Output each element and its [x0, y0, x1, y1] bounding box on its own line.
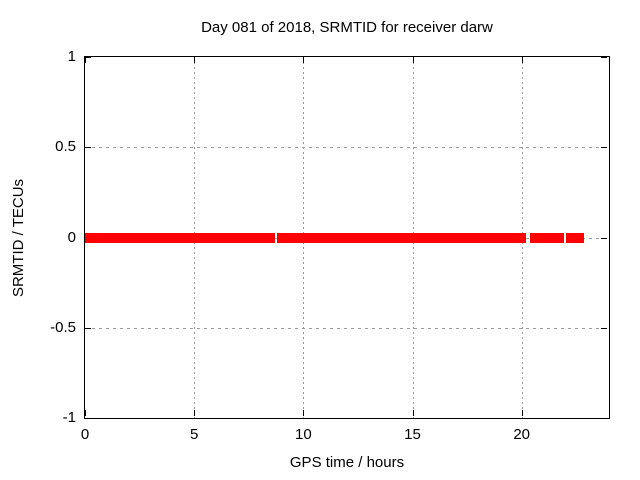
y-tick-label: 1 [67, 48, 76, 65]
data-segment [277, 233, 526, 243]
plot-title: Day 081 of 2018, SRMTID for receiver dar… [201, 19, 493, 36]
x-tick-label: 15 [404, 426, 421, 443]
y-tick-mark [85, 57, 91, 58]
y-tick-mark-right [601, 238, 607, 239]
y-tick-mark [85, 147, 91, 148]
x-tick-mark-top [194, 57, 195, 63]
x-tick-label: 20 [513, 426, 530, 443]
y-tick-label: 0 [67, 228, 76, 246]
x-tick-mark [522, 410, 523, 416]
x-tick-mark [413, 410, 414, 416]
x-tick-mark-top [413, 57, 414, 63]
plot-area [84, 56, 610, 419]
x-tick-label: 5 [189, 426, 199, 443]
x-tick-mark [303, 410, 304, 416]
x-tick-mark-top [85, 57, 86, 63]
y-tick-mark-right [601, 328, 607, 329]
x-axis-label: GPS time / hours [289, 454, 405, 471]
data-segment [530, 233, 564, 243]
y-tick-mark [85, 328, 91, 329]
y-tick-label: -0.5 [50, 318, 76, 336]
data-segment [85, 233, 275, 243]
y-tick-label: -1 [62, 409, 76, 426]
y-tick-mark-right [601, 418, 607, 419]
y-tick-label: 0.5 [55, 138, 76, 156]
data-segment [566, 233, 584, 243]
x-tick-label: 0 [80, 426, 90, 443]
x-tick-mark [85, 410, 86, 416]
horizontal-gridline [85, 328, 609, 329]
y-tick-mark-right [601, 57, 607, 58]
x-tick-mark-top [303, 57, 304, 63]
y-tick-mark-right [601, 147, 607, 148]
x-tick-mark-top [522, 57, 523, 63]
x-tick-mark [194, 410, 195, 416]
y-tick-mark [85, 418, 91, 419]
x-tick-label: 10 [294, 426, 312, 443]
horizontal-gridline [85, 147, 609, 148]
